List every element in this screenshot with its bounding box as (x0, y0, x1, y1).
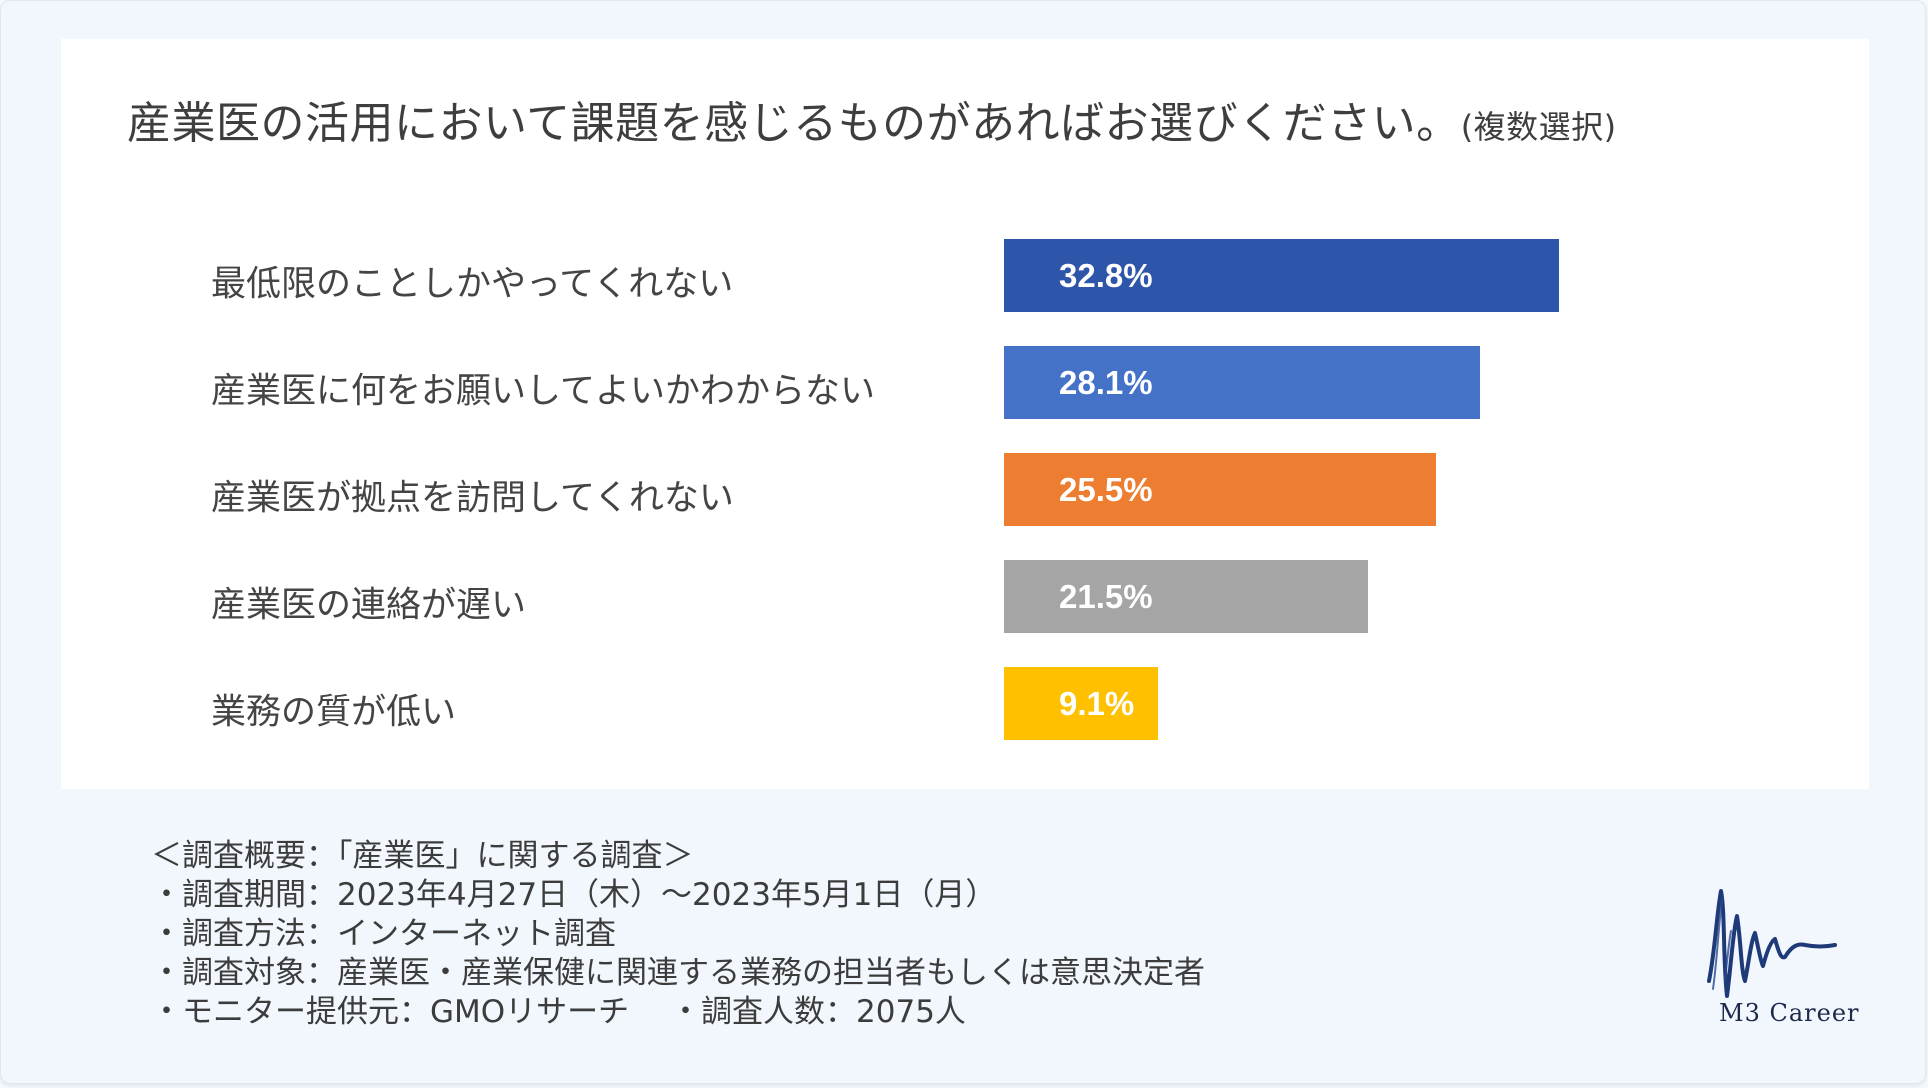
bar: 32.8% (1004, 239, 1560, 312)
category-label: 産業医に何をお願いしてよいかわからない (211, 371, 875, 411)
bar-value-label: 25.5% (1059, 470, 1153, 508)
category-label: 産業医が拠点を訪問してくれない (211, 478, 734, 518)
title-sub: (複数選択) (1460, 108, 1617, 146)
bar: 28.1% (1004, 346, 1480, 419)
survey-method: ・調査方法：インターネット調査 (151, 916, 616, 952)
chart-card: 産業医の活用において課題を感じるものがあればお選びください。(複数選択) 最低限… (61, 39, 1869, 789)
bar-chart: 最低限のことしかやってくれない 32.8% 産業医に何をお願いしてよいかわからない 2… (61, 39, 1869, 789)
chart-title: 産業医の活用において課題を感じるものがあればお選びください。(複数選択) (127, 87, 1617, 151)
m3-career-logo-text: M3 Career (1719, 999, 1860, 1027)
bar: 25.5% (1004, 453, 1436, 526)
survey-provider-count: ・モニター提供元：GMOリサーチ ・調査人数：2075人 (151, 994, 966, 1030)
category-label: 産業医の連絡が遅い (211, 585, 527, 625)
category-label: 業務の質が低い (211, 692, 457, 732)
m3-logo-icon (1707, 889, 1837, 998)
bar-value-label: 9.1% (1059, 684, 1135, 722)
title-main: 産業医の活用において課題を感じるものがあればお選びください。 (127, 98, 1461, 149)
survey-target: ・調査対象：産業医・産業保健に関連する業務の担当者もしくは意思決定者 (151, 955, 1205, 991)
survey-notes: ＜調査概要：「産業医」に関する調査＞ ・調査期間：2023年4月27日（木）～2… (151, 837, 1205, 1032)
bar-value-label: 32.8% (1059, 256, 1153, 294)
category-label: 最低限のことしかやってくれない (211, 264, 734, 304)
bar-value-label: 21.5% (1059, 577, 1153, 615)
bar: 21.5% (1004, 560, 1368, 633)
survey-notes-heading: ＜調査概要：「産業医」に関する調査＞ (151, 838, 694, 874)
bar-value-label: 28.1% (1059, 363, 1153, 401)
bar: 9.1% (1004, 667, 1159, 740)
survey-period: ・調査期間：2023年4月27日（木）～2023年5月1日（月） (151, 877, 997, 913)
